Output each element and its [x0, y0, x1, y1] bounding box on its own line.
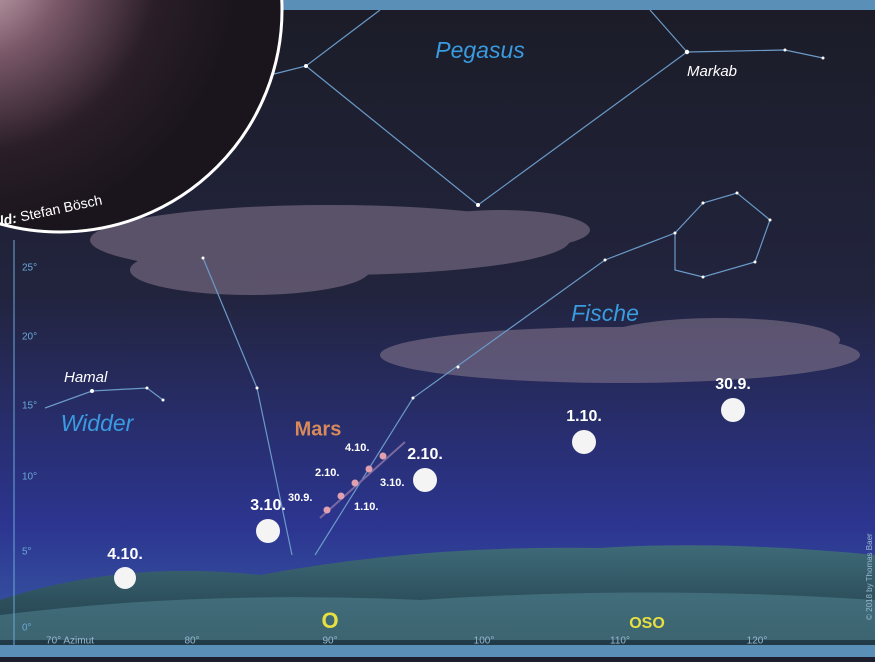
moons — [114, 398, 745, 589]
copyright: © 2018 by Thomas Baer — [865, 533, 874, 620]
moon-date: 30.9. — [715, 376, 751, 393]
azimuth-label: 110° — [610, 636, 630, 647]
top-band — [0, 0, 875, 10]
moon-date: 3.10. — [250, 497, 286, 514]
mars-date: 3.10. — [380, 477, 404, 489]
mars-date: 2.10. — [315, 467, 339, 479]
azimuth-label: 120° — [747, 636, 768, 647]
azimuth-label: 70° Azimut — [46, 636, 94, 647]
mars-track — [319, 441, 406, 519]
altitude-label: 5° — [22, 547, 32, 558]
mars-date: 4.10. — [345, 442, 369, 454]
constellation-label: Widder — [61, 410, 135, 436]
planet-label: Mars — [295, 418, 342, 440]
moon-date: 2.10. — [407, 446, 443, 463]
azimuth-label: 80° — [184, 636, 199, 647]
fog — [0, 592, 875, 640]
credit-prefix: ld: — [0, 209, 18, 228]
constellation-label: Fische — [571, 300, 639, 326]
clouds — [90, 205, 860, 383]
altitude-label: 10° — [22, 472, 37, 483]
altitude-label: 25° — [22, 263, 37, 274]
altitude-label: 20° — [22, 332, 37, 343]
inset-photo — [0, 0, 284, 234]
constellation-label: Pegasus — [435, 37, 525, 63]
moon-date: 1.10. — [566, 408, 602, 425]
mars-date: 30.9. — [288, 492, 312, 504]
azimuth-label: 90° — [322, 636, 337, 647]
stars — [90, 48, 825, 402]
bottom-band — [0, 645, 875, 657]
altitude-label: 0° — [22, 623, 32, 634]
azimuth-label: 100° — [474, 636, 495, 647]
moon-date: 4.10. — [107, 546, 143, 563]
star-label: Hamal — [64, 369, 108, 386]
mars-date: 1.10. — [354, 501, 378, 513]
direction-label: OSO — [629, 615, 665, 632]
direction-label: O — [321, 608, 338, 633]
star-label: Markab — [687, 63, 737, 80]
altitude-label: 15° — [22, 401, 37, 412]
